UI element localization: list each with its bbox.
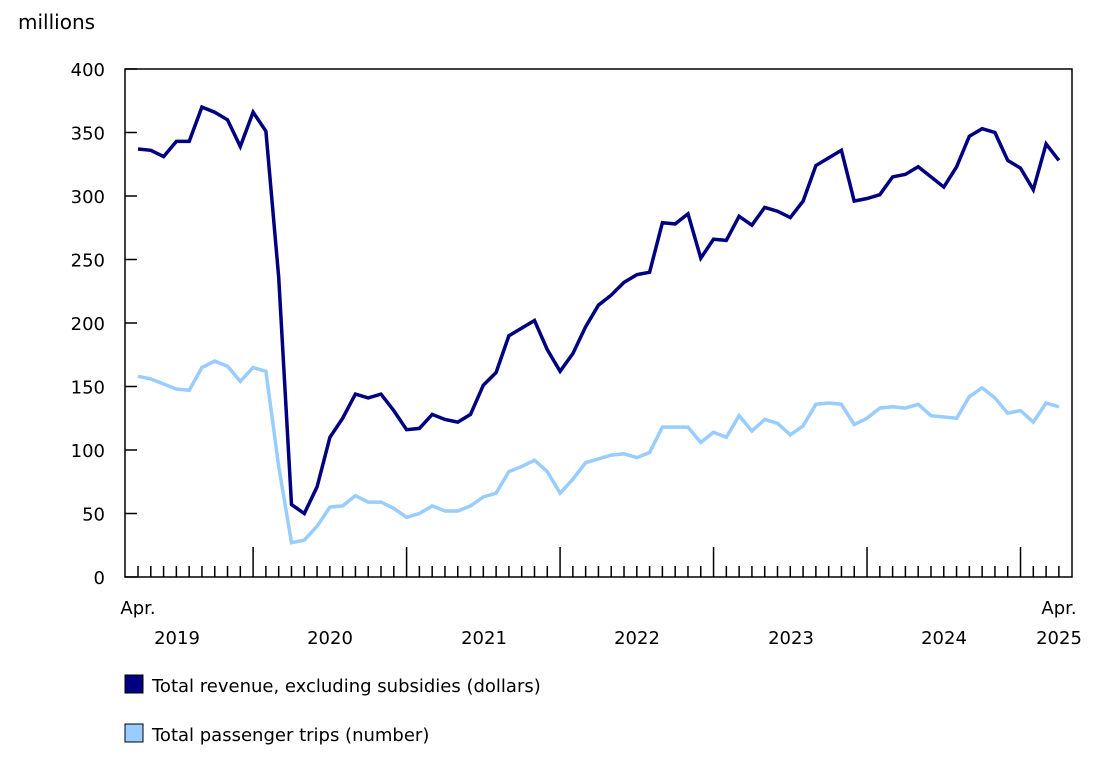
y-tick-label: 0 bbox=[94, 568, 105, 589]
series-line-passenger-trips bbox=[137, 359, 1060, 545]
legend-label-passenger-trips: Total passenger trips (number) bbox=[151, 725, 429, 746]
legend-label-revenue: Total revenue, excluding subsidies (doll… bbox=[151, 676, 541, 697]
x-label-year: 2022 bbox=[614, 628, 660, 649]
x-label-year: 2023 bbox=[768, 628, 814, 649]
legend-swatch-passenger-trips bbox=[124, 723, 144, 743]
x-label-year: 2020 bbox=[307, 628, 353, 649]
y-tick-label: 400 bbox=[71, 60, 105, 81]
x-label-year: 2021 bbox=[461, 628, 507, 649]
x-label-start-year: 2019 bbox=[154, 628, 200, 649]
y-tick-label: 350 bbox=[71, 124, 105, 145]
y-tick-label: 300 bbox=[71, 187, 105, 208]
x-label-end-year: 2025 bbox=[1036, 628, 1082, 649]
legend: Total revenue, excluding subsidies (doll… bbox=[124, 674, 541, 746]
y-tick-label: 150 bbox=[71, 378, 105, 399]
y-tick-label: 100 bbox=[71, 441, 105, 462]
y-tick-label: 50 bbox=[82, 505, 105, 526]
x-label-start-month: Apr. bbox=[120, 598, 155, 619]
y-tick-label: 250 bbox=[71, 251, 105, 272]
series-line-revenue bbox=[137, 104, 1061, 517]
y-axis-unit-label: millions bbox=[18, 10, 95, 34]
legend-swatch-revenue bbox=[124, 674, 144, 694]
y-tick-label: 200 bbox=[71, 314, 105, 335]
x-label-year: 2024 bbox=[921, 628, 967, 649]
x-label-end-month: Apr. bbox=[1041, 598, 1076, 619]
